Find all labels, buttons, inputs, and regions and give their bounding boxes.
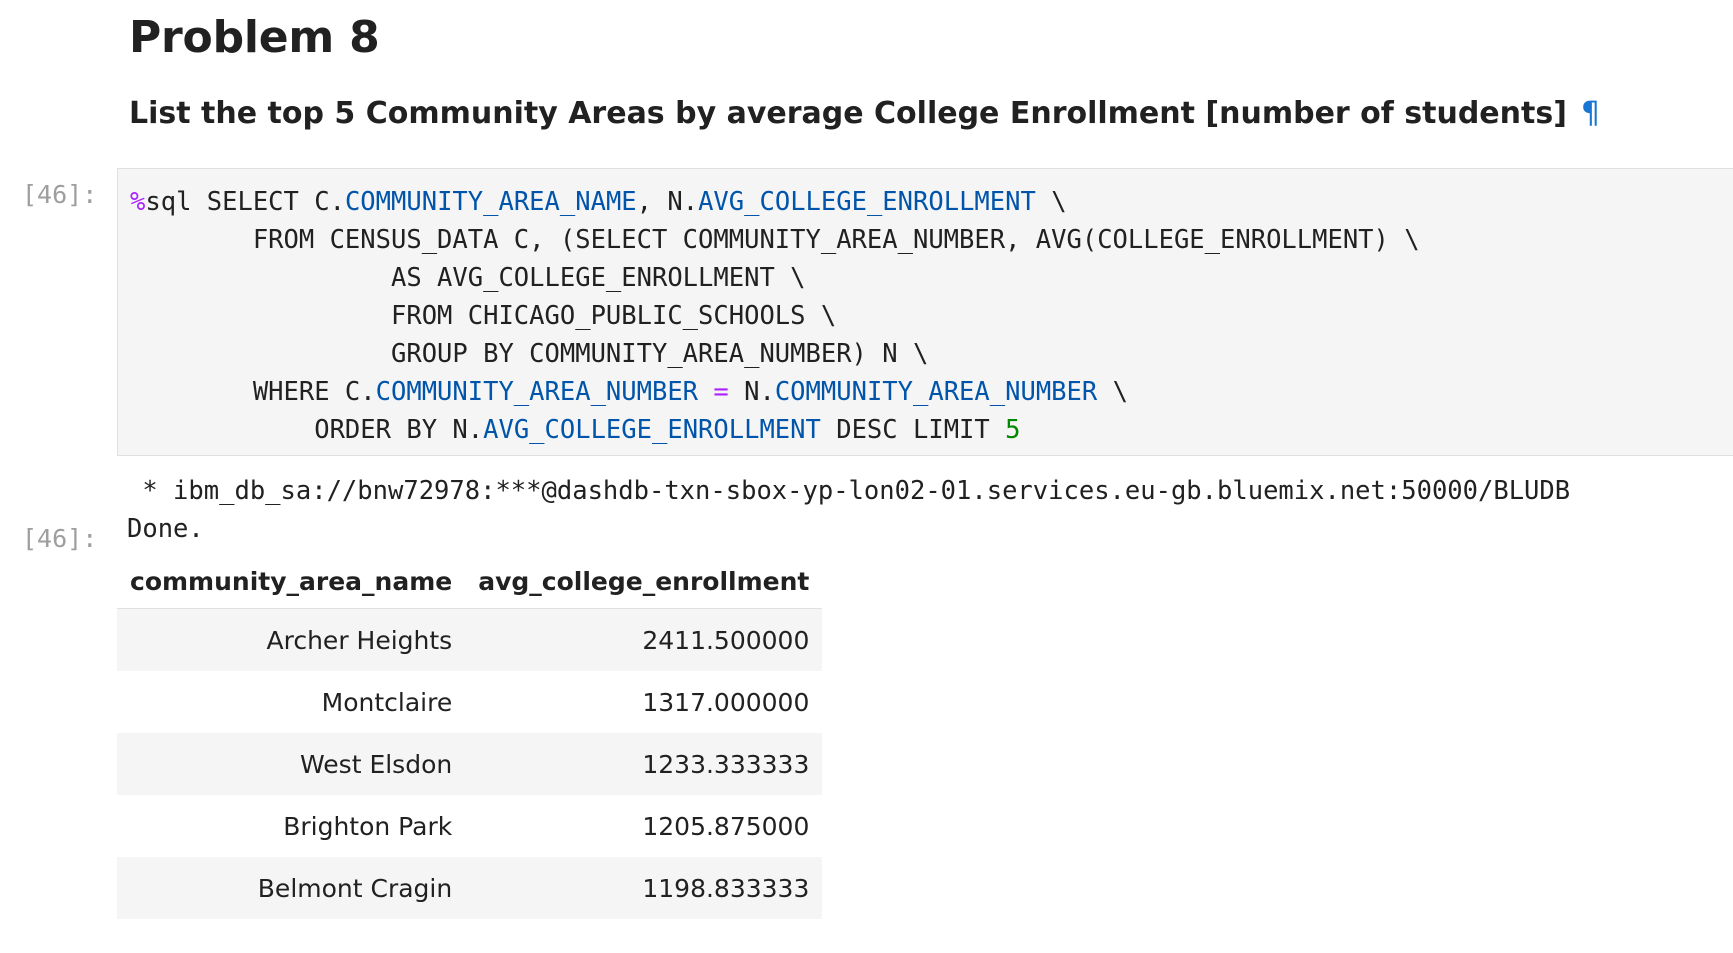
table-cell-value: 1233.333333 <box>465 733 823 795</box>
table-row: Belmont Cragin 1198.833333 <box>117 857 823 919</box>
code-token: % <box>130 187 146 217</box>
code-token: sql SELECT C. <box>145 187 345 217</box>
table-cell-value: 1317.000000 <box>465 671 823 733</box>
code-cell-editor[interactable]: %sql SELECT C.COMMUNITY_AREA_NAME, N.AVG… <box>117 168 1733 456</box>
table-cell-value: 1205.875000 <box>465 795 823 857</box>
table-cell-value: 1198.833333 <box>465 857 823 919</box>
table-cell-name: West Elsdon <box>117 733 466 795</box>
code-token: , N. <box>636 187 699 217</box>
code-token: AVG_COLLEGE_ENROLLMENT <box>698 187 1036 217</box>
code-token: GROUP BY COMMUNITY_AREA_NUMBER) N \ <box>130 339 929 369</box>
stdout-line: Done. <box>127 514 204 544</box>
cell-subheading: List the top 5 Community Areas by averag… <box>129 96 1600 131</box>
code-line: ORDER BY N.AVG_COLLEGE_ENROLLMENT DESC L… <box>130 415 1020 445</box>
code-token: WHERE C. <box>130 377 376 407</box>
table-cell-name: Montclaire <box>117 671 466 733</box>
result-table: community_area_name avg_college_enrollme… <box>117 554 823 919</box>
code-token: COMMUNITY_AREA_NAME <box>344 187 637 217</box>
table-cell-name: Brighton Park <box>117 795 466 857</box>
subheading-text: List the top 5 Community Areas by averag… <box>129 96 1567 131</box>
column-header-avg-college-enrollment: avg_college_enrollment <box>465 554 823 609</box>
code-token: AS AVG_COLLEGE_ENROLLMENT \ <box>130 263 806 293</box>
page-title: Problem 8 <box>129 12 380 63</box>
cell-stdout: * ibm_db_sa://bnw72978:***@dashdb-txn-sb… <box>127 472 1570 548</box>
output-prompt: [46]: <box>22 524 98 553</box>
table-row: Brighton Park 1205.875000 <box>117 795 823 857</box>
code-token <box>698 377 713 407</box>
code-token: AVG_COLLEGE_ENROLLMENT <box>483 415 821 445</box>
table-row: Montclaire 1317.000000 <box>117 671 823 733</box>
code-line: AS AVG_COLLEGE_ENROLLMENT \ <box>130 263 806 293</box>
code-line: WHERE C.COMMUNITY_AREA_NUMBER = N.COMMUN… <box>130 377 1128 407</box>
table-row: West Elsdon 1233.333333 <box>117 733 823 795</box>
code-token: FROM CHICAGO_PUBLIC_SCHOOLS \ <box>130 301 837 331</box>
code-token: 5 <box>1005 415 1021 445</box>
code-token: ORDER BY N. <box>130 415 484 445</box>
table-cell-name: Belmont Cragin <box>117 857 466 919</box>
table-row: Archer Heights 2411.500000 <box>117 608 823 671</box>
table-cell-value: 2411.500000 <box>465 608 823 671</box>
code-token: \ <box>1035 187 1067 217</box>
code-line: FROM CHICAGO_PUBLIC_SCHOOLS \ <box>130 301 836 331</box>
code-line: %sql SELECT C.COMMUNITY_AREA_NAME, N.AVG… <box>130 187 1067 217</box>
code-token: \ <box>1097 377 1128 407</box>
code-token: DESC LIMIT <box>820 415 1006 445</box>
table-cell-name: Archer Heights <box>117 608 466 671</box>
stdout-line: * ibm_db_sa://bnw72978:***@dashdb-txn-sb… <box>127 476 1571 506</box>
anchor-link[interactable]: ¶ <box>1580 96 1600 131</box>
code-token: = <box>713 377 729 407</box>
input-prompt: [46]: <box>22 180 98 209</box>
code-line: GROUP BY COMMUNITY_AREA_NUMBER) N \ <box>130 339 928 369</box>
code-token: COMMUNITY_AREA_NUMBER <box>774 377 1098 407</box>
code-text[interactable]: %sql SELECT C.COMMUNITY_AREA_NAME, N.AVG… <box>130 183 1420 449</box>
code-token: FROM CENSUS_DATA C, (SELECT COMMUNITY_AR… <box>130 225 1420 255</box>
column-header-community-area-name: community_area_name <box>117 554 466 609</box>
code-line: FROM CENSUS_DATA C, (SELECT COMMUNITY_AR… <box>130 225 1420 255</box>
code-token: N. <box>728 377 775 407</box>
table-header-row: community_area_name avg_college_enrollme… <box>117 554 823 609</box>
code-token: COMMUNITY_AREA_NUMBER <box>375 377 699 407</box>
